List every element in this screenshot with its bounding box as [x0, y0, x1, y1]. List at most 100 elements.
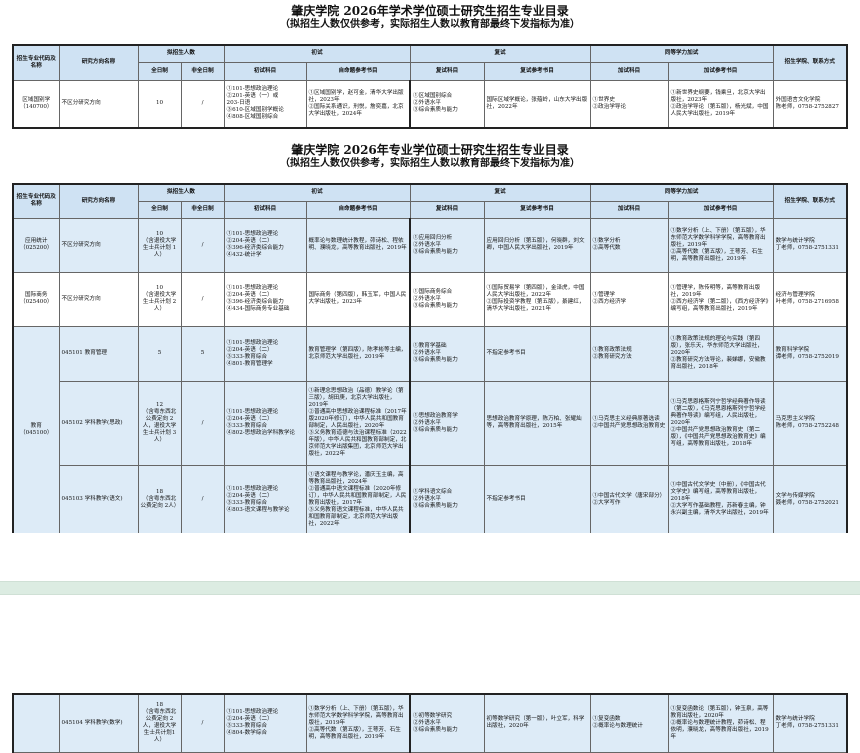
direction-cell: 不区分研究方向 [58, 79, 139, 129]
extra-subjects-cell: ①中国古代文学（唐宋部分） ②大学写作 [589, 464, 669, 533]
extra-books-cell: ①新世界史纲要，钱乘旦，北京大学出版社，2023年 ②政治学导论（第五版），杨光… [667, 79, 774, 129]
table-row: 教育 （045100） 045101 教育管理 5 5 ①101-思想政治理论 … [12, 325, 848, 533]
self-books-cell: ①语文课程与教学论，潘庆玉主编，高等教育出版社，2024年 ②普通高中语文课程标… [305, 464, 411, 533]
table-row: 045104 学科教学(数学) 18 （含粤东西北公费定向 2人，退役大学生士兵… [12, 693, 848, 753]
part-time-cell: / [180, 693, 225, 753]
header-extra-books: 加试参考书目 [667, 200, 774, 219]
retest-subjects-cell: ①教育学基础 ②外语水平 ③综合素质与能力 [409, 325, 485, 382]
direction-cell: 045102 学科教学(思政) [58, 380, 139, 466]
major-cell: 国际商务 （025400） [12, 271, 60, 327]
table-row: 应用统计 （025200） 不区分研究方向 10 （含退役大学生士兵计划 1人）… [12, 217, 848, 273]
self-books-cell: 概率论与数理统计教程，茆诗松、程依明、濮晓龙，高等教育出版社，2019年 [305, 217, 411, 273]
extra-books-cell: ①复变函数论（第五版），钟玉泉，高等教育出版社，2020年 ②概率论与数理统计教… [667, 693, 774, 753]
college-cell: 数学与统计学院 丁老师，0758-2751331 [772, 693, 848, 753]
header-self-books: 自命题参考书目 [305, 200, 411, 219]
full-time-cell: 10 （含退役大学生士兵计划 1人） [137, 217, 182, 273]
direction-cell: 不区分研究方向 [58, 217, 139, 273]
academic-title: 肇庆学院 2026年学术学位硕士研究生招生专业目录 [291, 4, 569, 18]
header-full-time: 全日制 [137, 200, 182, 219]
header-quota: 拟招生人数 [137, 44, 225, 63]
academic-subtitle: （拟招生人数仅供参考，实际招生人数以教育部最终下发指标为准） [280, 19, 580, 30]
extra-subjects-cell: ①数学分析 ②高等代数 [589, 217, 669, 273]
part-time-cell: / [180, 79, 225, 129]
header-self-books: 自命题参考书目 [305, 61, 411, 81]
extra-subjects-cell: ①复变函数 ②概率论与数理统计 [589, 693, 669, 753]
college-cell: 数学与统计学院 丁老师，0758-2751331 [772, 217, 848, 273]
self-books-cell: ①新理念思想政治（品德）教学论（第三版），胡田庚，北京大学出版社，2019年 ②… [305, 380, 411, 466]
initial-subjects-cell: ①101-思想政治理论 ②201-英语（一）或 203-日语 ③610-区域国别… [223, 79, 307, 129]
professional-table-continued: 045104 学科教学(数学) 18 （含粤东西北公费定向 2人，退役大学生士兵… [12, 693, 848, 753]
header-retest-subjects: 复试科目 [409, 61, 485, 81]
self-books-cell: 国际商务（第四版），韩玉军，中国人民大学出版社，2023年 [305, 271, 411, 327]
full-time-cell: 18 （含粤东西北公费定向 2人，退役大学生士兵计划1人） [137, 693, 182, 753]
retest-books-cell: 应用回归分析（第五版），何晓群，刘文卿，中国人民大学出版社，2019年 [483, 217, 591, 273]
retest-subjects-cell: ①应用回归分析 ②外语水平 ③综合素质与能力 [409, 217, 485, 273]
retest-subjects-cell: ①思想政治教育学 ②外语水平 ③综合素质与能力 [409, 380, 485, 466]
header-retest-books: 复试参考书目 [483, 61, 591, 81]
initial-subjects-cell: ①101-思想政治理论 ②204-英语（二） ③396-经济类综合能力 ④434… [223, 271, 307, 327]
extra-books-cell: ①教育政策法规的理论与实践（第四版），张乐天，华东师范大学出版社，2020年 ②… [667, 325, 774, 382]
header-initial: 初试 [223, 44, 411, 63]
header-extra-subjects: 加试科目 [589, 200, 669, 219]
part-time-cell: / [180, 464, 225, 533]
self-books-cell: ①数学分析（上、下册）（第五版），华东师范大学数学科学学院，高等教育出版社，20… [305, 693, 411, 753]
header-part-time: 非全日制 [180, 61, 225, 81]
professional-title: 肇庆学院 2026年专业学位硕士研究生招生专业目录 [291, 143, 569, 157]
header-retest-subjects: 复试科目 [409, 200, 485, 219]
full-time-cell: 12 （含粤东西北公费定向 2人，退役大学生士兵计划 3人） [137, 380, 182, 466]
major-cell-continued [12, 693, 60, 753]
header-initial-subjects: 初试科目 [223, 61, 307, 81]
table-row: 045103 学科教学(语文) 18 （含粤东西北公费定向 2人） / ①101… [13, 464, 848, 533]
extra-subjects-cell: ①马克思主义经典原著选读 ②中国共产党思想政治教育史 [589, 380, 669, 466]
extra-subjects-cell: ①管理学 ②西方经济学 [589, 271, 669, 327]
retest-subjects-cell: ①学科语文综合 ②外语水平 ③综合素质与能力 [409, 464, 485, 533]
header-code-name: 招生专业代码及名称 [12, 44, 60, 81]
initial-subjects-cell: ①101-思想政治理论 ②204-英语（二） ③333-教育综合 ④804-数学… [223, 693, 307, 753]
extra-subjects-cell: ①世界史 ②政治学导论 [589, 79, 669, 129]
extra-subjects-cell: ①教育政策法规 ②教育研究方法 [589, 325, 669, 382]
direction-cell: 045104 学科教学(数学) [58, 693, 139, 753]
retest-books-cell: 思想政治教育学原理，陈万柏、张耀灿等，高等教育出版社，2015年 [483, 380, 591, 466]
retest-books-cell: ①国际贸易学（第四版），金泽虎，中国人民大学出版社，2022年 ②国际投资学教程… [483, 271, 591, 327]
extra-books-cell: ①中国古代文学史（中册），《中国古代文学史》编写组，高等教育出版社，2018年 … [667, 464, 774, 533]
table-row: 国际商务 （025400） 不区分研究方向 10 （含退役大学生士兵计划 2人）… [12, 271, 848, 327]
header-extra: 同等学力加试 [589, 183, 774, 202]
extra-books-cell: ①管理学，陈传明等，高等教育出版社，2019年 ②西方经济学（第二版），《西方经… [667, 271, 774, 327]
full-time-cell: 10 （含退役大学生士兵计划 2人） [137, 271, 182, 327]
professional-subtitle: （拟招生人数仅供参考，实际招生人数以教育部最终下发指标为准） [280, 158, 580, 169]
header-retest-books: 复试参考书目 [483, 200, 591, 219]
table-row: 区域国别学 （140700） 不区分研究方向 10 / ①101-思想政治理论 … [12, 79, 848, 129]
part-time-cell: 5 [180, 325, 225, 382]
header-extra: 同等学力加试 [589, 44, 774, 63]
retest-subjects-cell: ①区域国别综合 ②外语水平 ③综合素质与能力 [409, 79, 485, 129]
part-time-cell: / [180, 380, 225, 466]
initial-subjects-cell: ①101-思想政治理论 ②204-英语（二） ③333-教育综合 ④802-思想… [223, 380, 307, 466]
retest-books-cell: 初等数学研究（第一版），叶立军，科学出版社，2020年 [483, 693, 591, 753]
part-time-cell: / [180, 271, 225, 327]
header-college: 招生学院、联系方式 [772, 44, 848, 81]
header-retest: 复试 [409, 44, 591, 63]
header-retest: 复试 [409, 183, 591, 202]
major-cell: 区域国别学 （140700） [12, 79, 60, 129]
self-books-cell: 教育管理学（第四版），陈孝彬等主编，北京师范大学出版社，2019年 [305, 325, 411, 382]
header-extra-books: 加试参考书目 [667, 61, 774, 81]
college-cell: 教育科学学院 谭老师，0758-2752019 [772, 325, 848, 382]
initial-subjects-cell: ①101-思想政治理论 ②204-英语（二） ③396-经济类综合能力 ④432… [223, 217, 307, 273]
table-row: 045102 学科教学(思政) 12 （含粤东西北公费定向 2人，退役大学生士兵… [13, 380, 848, 466]
header-code-name: 招生专业代码及名称 [12, 183, 60, 219]
college-cell: 外国语言文化学院 陈老师，0758-2752827 [772, 79, 848, 129]
header-full-time: 全日制 [137, 61, 182, 81]
header-initial: 初试 [223, 183, 411, 202]
academic-table: 招生专业代码及名称 研究方向名称 拟招生人数 初试 复试 同等学力加试 招生学院… [12, 44, 848, 130]
college-cell: 马克思主义学院 陈老师，0758-2752248 [772, 380, 848, 466]
initial-subjects-cell: ①101-思想政治理论 ②204-英语（二） ③333-教育综合 ④803-语文… [223, 464, 307, 533]
retest-books-cell: 不指定参考书目 [483, 325, 591, 382]
full-time-cell: 5 [137, 325, 182, 382]
page-break-band [0, 581, 860, 595]
retest-subjects-cell: ①初等数学研究 ②外语水平 ③综合素质与能力 [409, 693, 485, 753]
retest-books-cell: 国际区域学概论，张蕴岭，山东大学出版社，2022年 [483, 79, 591, 129]
full-time-cell: 18 （含粤东西北公费定向 2人） [137, 464, 182, 533]
direction-cell: 不区分研究方向 [58, 271, 139, 327]
extra-books-cell: ①马克思恩格斯列宁哲学经典著作导读（第二版），《马克思恩格斯列宁哲学经典著作导读… [667, 380, 774, 466]
header-part-time: 非全日制 [180, 200, 225, 219]
